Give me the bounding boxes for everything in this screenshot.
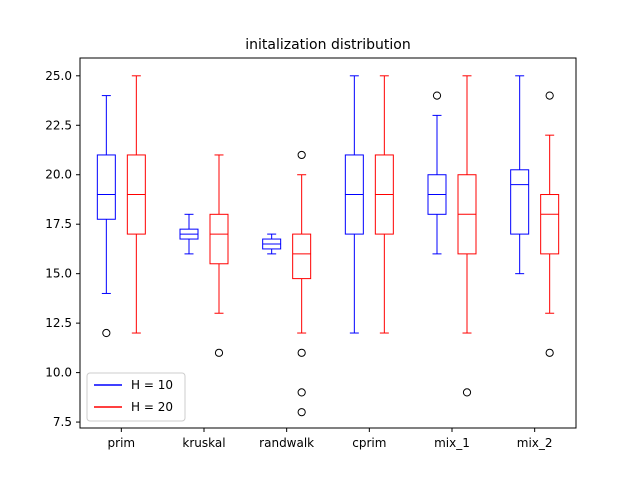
outlier-point xyxy=(462,388,472,397)
y-axis: 7.5 10.0 12.5 15.0 17.5 20.0 22.5 25.0 xyxy=(45,69,80,429)
series-2 xyxy=(126,75,560,417)
outlier-point xyxy=(545,91,554,100)
chart-title: initalization distribution xyxy=(245,37,410,53)
outlier-point xyxy=(297,348,306,357)
y-tick-label: 7.5 xyxy=(53,415,72,429)
box-randwalk xyxy=(262,233,282,255)
outlier-point xyxy=(297,150,306,160)
y-tick-label: 25.0 xyxy=(45,69,72,83)
legend-label: H = 20 xyxy=(131,400,173,414)
series-1 xyxy=(96,75,530,338)
box-randwalk xyxy=(292,150,312,417)
box-kruskal xyxy=(209,154,229,357)
outlier-point xyxy=(432,91,442,100)
x-tick-label: cprim xyxy=(352,436,386,450)
box-iqr xyxy=(209,213,229,265)
y-tick-label: 15.0 xyxy=(45,267,72,281)
legend: H = 10 H = 20 xyxy=(86,372,186,422)
box-iqr xyxy=(510,169,530,235)
y-tick-label: 12.5 xyxy=(45,316,72,330)
box-prim xyxy=(126,75,146,334)
box-series xyxy=(96,75,560,417)
plot-frame xyxy=(79,57,577,429)
outlier-point xyxy=(545,348,554,357)
box-prim xyxy=(96,95,116,338)
x-axis: prim kruskal randwalk cprim mix_1 mix_2 xyxy=(108,428,553,450)
y-tick-label: 17.5 xyxy=(45,217,72,231)
outlier-point xyxy=(297,388,306,397)
outlier-point xyxy=(102,328,111,338)
x-tick-label: randwalk xyxy=(259,436,314,450)
box-iqr xyxy=(96,154,116,220)
x-tick-label: kruskal xyxy=(182,436,225,450)
outlier-point xyxy=(214,348,224,357)
y-tick-label: 20.0 xyxy=(45,168,72,182)
outlier-point xyxy=(297,408,306,417)
y-tick-label: 10.0 xyxy=(45,366,72,380)
x-tick-label: mix_2 xyxy=(517,436,553,450)
box-mix_2 xyxy=(540,91,560,357)
legend-label: H = 10 xyxy=(131,378,173,392)
x-tick-label: prim xyxy=(108,436,136,450)
box-iqr xyxy=(292,233,312,280)
box-kruskal xyxy=(179,213,199,255)
y-tick-label: 22.5 xyxy=(45,118,72,132)
box-mix_2 xyxy=(510,75,530,275)
x-tick-label: mix_1 xyxy=(434,436,470,450)
box-mix_1 xyxy=(457,75,477,397)
box-mix_1 xyxy=(427,91,447,255)
box-iqr xyxy=(540,194,560,255)
box-cprim xyxy=(344,75,364,334)
box-cprim xyxy=(374,75,394,334)
